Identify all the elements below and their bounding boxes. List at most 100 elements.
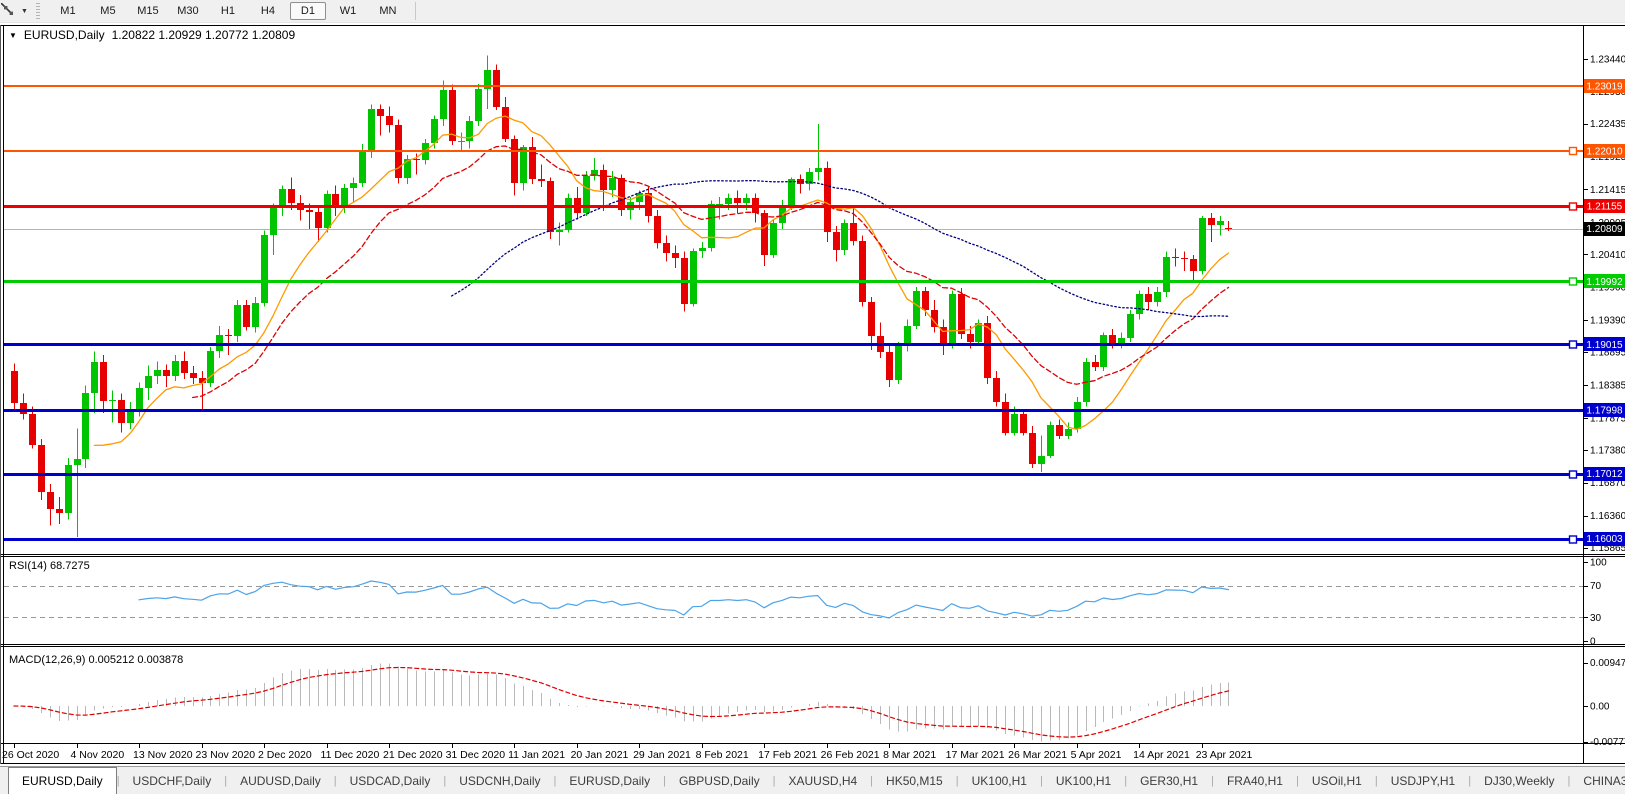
- svg-text:11 Dec 2020: 11 Dec 2020: [321, 749, 380, 761]
- tab-separator: |: [224, 774, 228, 787]
- price-axis[interactable]: 1.234401.229301.224351.219251.214151.209…: [1583, 25, 1625, 764]
- date-axis[interactable]: 26 Oct 2020 4 Nov 2020 13 Nov 2020 23 Nov 2…: [2, 743, 1253, 762]
- svg-text:1.21155: 1.21155: [1587, 202, 1623, 213]
- tab-xauusd-h4[interactable]: XAUUSD,H4: [788, 773, 858, 788]
- svg-text:1.20410: 1.20410: [1590, 250, 1625, 261]
- svg-text:1.18895: 1.18895: [1590, 348, 1625, 359]
- timeframe-button-H1[interactable]: H1: [220, 5, 235, 17]
- timeframe-button-W1[interactable]: W1: [339, 5, 357, 17]
- moving-average-10: [93, 115, 1230, 447]
- tab-usdjpy-h1[interactable]: USDJPY,H1: [1390, 773, 1456, 788]
- timeframe-button-M1[interactable]: M1: [60, 5, 76, 17]
- tab-fra40-h1[interactable]: FRA40,H1: [1226, 773, 1283, 788]
- svg-text:0.00: 0.00: [1590, 702, 1610, 713]
- svg-text:11 Jan 2021: 11 Jan 2021: [508, 749, 565, 761]
- tab-usdcad-daily[interactable]: USDCAD,Daily: [349, 773, 431, 788]
- svg-text:14 Apr 2021: 14 Apr 2021: [1133, 749, 1190, 761]
- tab-uk100-h1[interactable]: UK100,H1: [971, 773, 1027, 788]
- tab-eurusd-daily[interactable]: EURUSD,Daily: [8, 767, 117, 794]
- tab-audusd-daily[interactable]: AUDUSD,Daily: [240, 773, 321, 788]
- trendline-tool-icon[interactable]: [1, 3, 19, 19]
- chart-tabs-bar: EURUSD,Daily | USDCHF,Daily | AUDUSD,Daily | U…: [0, 766, 1625, 794]
- svg-text:26 Mar 2021: 26 Mar 2021: [1008, 749, 1067, 761]
- tab-separator: |: [1374, 774, 1378, 787]
- rsi-indicator-label: RSI(14) 68.7275: [9, 560, 90, 572]
- svg-text:17 Feb 2021: 17 Feb 2021: [758, 749, 817, 761]
- svg-text:17 Mar 2021: 17 Mar 2021: [946, 749, 1005, 761]
- svg-text:1.19390: 1.19390: [1590, 316, 1625, 327]
- timeframe-button-H4[interactable]: H4: [260, 5, 275, 17]
- timeframe-toolbar: M1 M5 M15 M30 H1 H4 D1 W1 MN: [48, 2, 408, 20]
- horizontal-levels-layer[interactable]: [4, 85, 1583, 544]
- svg-text:1.15865: 1.15865: [1590, 543, 1625, 554]
- timeframe-button-MN[interactable]: MN: [379, 5, 397, 17]
- svg-text:30: 30: [1590, 613, 1602, 624]
- svg-text:1.16870: 1.16870: [1590, 478, 1625, 489]
- svg-text:29 Jan 2021: 29 Jan 2021: [633, 749, 691, 761]
- timeframe-button-M15[interactable]: M15: [137, 5, 159, 17]
- timeframe-button-M30[interactable]: M30: [177, 5, 199, 17]
- svg-text:1.20809: 1.20809: [1586, 224, 1623, 235]
- tab-separator: |: [553, 774, 557, 787]
- tab-gbpusd-daily[interactable]: GBPUSD,Daily: [678, 773, 760, 788]
- pane-borders: [0, 25, 1625, 764]
- toolbar-separator: [414, 2, 416, 20]
- tab-usoil-h1[interactable]: USOil,H1: [1311, 773, 1362, 788]
- price-chart-canvas[interactable]: 1.234401.229301.224351.219251.214151.209…: [0, 25, 1625, 766]
- svg-text:23 Nov 2020: 23 Nov 2020: [196, 749, 256, 761]
- timeframe-button-D1[interactable]: D1: [289, 2, 326, 20]
- tab-separator: |: [443, 774, 447, 787]
- tab-separator: |: [870, 774, 874, 787]
- tab-usdcnh-daily[interactable]: USDCNH,Daily: [459, 773, 541, 788]
- svg-text:1.22435: 1.22435: [1590, 119, 1625, 130]
- moving-average-20: [191, 145, 1230, 399]
- toolbar-dropdown-icon[interactable]: ▼: [21, 7, 28, 15]
- svg-text:1.17012: 1.17012: [1586, 469, 1623, 480]
- tab-dj30-weekly[interactable]: DJ30,Weekly: [1484, 773, 1555, 788]
- macd-pane: 0.009478 0.00 -0.007778: [13, 658, 1625, 748]
- tab-separator: |: [1211, 774, 1214, 787]
- toolbar-strip: ▼ M1 M5 M15 M30 H1 H4 D1 W1 MN: [0, 0, 1625, 23]
- tab-separator: |: [1468, 774, 1472, 787]
- svg-text:1.17998: 1.17998: [1586, 405, 1623, 416]
- tab-china300-h1[interactable]: CHINA300,H1: [1583, 773, 1625, 788]
- toolbar: ▼ M1 M5 M15 M30 H1 H4 D1 W1 MN: [0, 0, 1625, 25]
- tab-separator: |: [1295, 774, 1299, 787]
- svg-text:0: 0: [1590, 637, 1596, 648]
- tab-hk50-m15[interactable]: HK50,M15: [886, 773, 943, 788]
- svg-text:5 Apr 2021: 5 Apr 2021: [1071, 749, 1122, 761]
- svg-text:1.19992: 1.19992: [1586, 277, 1623, 288]
- tab-usdchf-daily[interactable]: USDCHF,Daily: [132, 773, 212, 788]
- tab-eurusd-daily[interactable]: EURUSD,Daily: [569, 773, 651, 788]
- svg-text:1.23019: 1.23019: [1586, 81, 1623, 92]
- svg-text:31 Dec 2020: 31 Dec 2020: [446, 749, 506, 761]
- tab-separator: |: [1124, 774, 1128, 787]
- chart-menu-icon[interactable]: ▼: [9, 30, 17, 40]
- tab-separator: |: [333, 774, 337, 787]
- svg-text:70: 70: [1590, 581, 1602, 592]
- svg-text:23 Apr 2021: 23 Apr 2021: [1196, 749, 1253, 761]
- chart-symbol-label: EURUSD,Daily: [23, 28, 105, 42]
- tab-uk100-h1[interactable]: UK100,H1: [1055, 773, 1112, 788]
- line-tool-group[interactable]: ▼: [0, 3, 32, 19]
- timeframe-button-M5[interactable]: M5: [100, 5, 116, 17]
- toolbar-grip[interactable]: [35, 3, 40, 19]
- svg-text:1.17875: 1.17875: [1590, 413, 1625, 424]
- svg-text:1.17380: 1.17380: [1590, 445, 1625, 456]
- moving-averages-layer: [93, 115, 1230, 447]
- rsi-pane: 100 70 30 0: [4, 558, 1607, 648]
- svg-text:26 Oct 2020: 26 Oct 2020: [2, 749, 59, 761]
- candles-layer: [11, 55, 1232, 537]
- svg-text:1.22010: 1.22010: [1586, 147, 1623, 158]
- svg-text:20 Jan 2021: 20 Jan 2021: [571, 749, 629, 761]
- svg-text:100: 100: [1590, 558, 1607, 569]
- svg-text:1.19015: 1.19015: [1586, 340, 1623, 351]
- tab-ger30-h1[interactable]: GER30,H1: [1140, 773, 1199, 788]
- svg-text:0.009478: 0.009478: [1590, 658, 1625, 669]
- tab-separator: |: [955, 774, 959, 787]
- svg-text:1.18385: 1.18385: [1590, 380, 1625, 391]
- svg-text:1.16360: 1.16360: [1590, 511, 1625, 522]
- moving-average-50: [450, 180, 1230, 318]
- tab-separator: |: [663, 774, 666, 787]
- svg-text:1.23440: 1.23440: [1590, 54, 1625, 65]
